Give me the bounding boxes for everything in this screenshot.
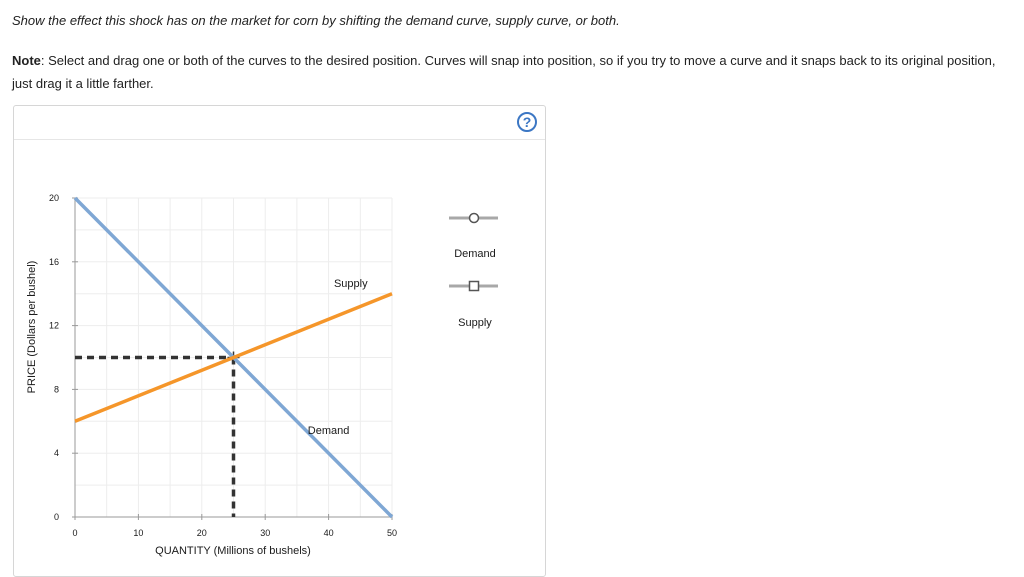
y-tick-label: 20: [49, 193, 59, 203]
curve-labels: Supply Demand: [308, 278, 368, 437]
legend-supply[interactable]: Supply: [449, 280, 498, 330]
y-tick-label: 12: [49, 321, 59, 331]
curves: [73, 196, 394, 519]
grid: [74, 197, 393, 518]
note-label: Note: [12, 53, 41, 68]
y-axis-title: PRICE (Dollars per bushel): [26, 261, 38, 394]
panel-header: ?: [14, 106, 545, 140]
y-tick-label: 16: [49, 257, 59, 267]
supply-demand-chart: 0 10 20 30 40 50 0 4 8 12 16 20 Supply Demand QUANTI…: [26, 193, 498, 557]
help-icon[interactable]: ?: [517, 112, 537, 132]
x-tick-label: 40: [324, 528, 334, 538]
supply-curve-label: Supply: [334, 278, 368, 290]
square-marker-icon: [468, 280, 480, 292]
x-tick-label: 50: [387, 528, 397, 538]
x-tick-label: 30: [260, 528, 270, 538]
x-tick-label: 20: [197, 528, 207, 538]
legend-demand-label: Demand: [454, 248, 496, 260]
legend-supply-label: Supply: [458, 317, 492, 329]
note-text: Note: Select and drag one or both of the…: [12, 49, 1012, 95]
graph-panel: ? 0 10 20 30 40 50 0 4 8 12 16 20 Supply Demand QUAN…: [13, 105, 546, 577]
x-axis-title: QUANTITY (Millions of bushels): [155, 545, 311, 557]
y-tick-label: 8: [54, 384, 59, 394]
supply-curve-line: [74, 292, 393, 423]
equilibrium-guides: [75, 351, 240, 517]
demand-curve-label: Demand: [308, 425, 350, 437]
supply-curve[interactable]: [74, 292, 393, 423]
instruction-text: Show the effect this shock has on the ma…: [12, 13, 620, 28]
x-tick-label: 10: [133, 528, 143, 538]
circle-marker-icon: [468, 212, 480, 224]
note-body: : Select and drag one or both of the cur…: [12, 53, 996, 91]
y-tick-label: 0: [54, 512, 59, 522]
axis-ticks: 0 10 20 30 40 50 0 4 8 12 16 20: [49, 193, 397, 538]
y-tick-label: 4: [54, 448, 59, 458]
legend-demand[interactable]: Demand: [449, 212, 498, 261]
x-tick-label: 0: [72, 528, 77, 538]
